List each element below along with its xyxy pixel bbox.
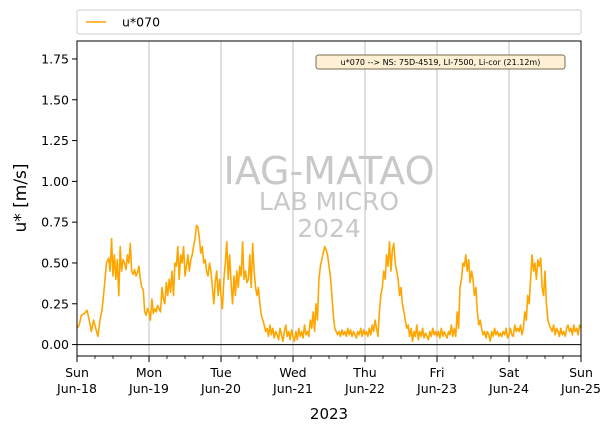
x-tick-weekday-5: Fri — [430, 365, 445, 380]
legend-box — [76, 9, 582, 35]
x-tick-weekday-1: Mon — [136, 365, 162, 380]
x-tick-date-6: Jun-24 — [488, 381, 529, 396]
x-tick-weekday-3: Wed — [279, 365, 306, 380]
vertical-gridlines — [148, 41, 510, 356]
series-line-u070 — [76, 224, 582, 343]
y-tick-label-5: 1.25 — [41, 133, 69, 148]
x-axis-label: 2023 — [310, 405, 348, 423]
y-tick-label-3: 0.75 — [41, 215, 69, 230]
x-tick-date-3: Jun-21 — [272, 381, 313, 396]
annotation: u*070 --> NS: 75D-4519, LI-7500, Li-cor … — [315, 54, 566, 70]
y-tick-label-0: 0.00 — [41, 337, 69, 352]
x-tick-weekday-2: Tue — [209, 365, 232, 380]
x-tick-date-2: Jun-20 — [200, 381, 241, 396]
y-tick-label-1: 0.25 — [41, 296, 69, 311]
y-tick-label-7: 1.75 — [41, 51, 69, 66]
y-tick-label-2: 0.50 — [41, 255, 69, 270]
y-axis: 0.00 0.25 0.50 0.75 1.00 1.25 1.50 1.75 — [41, 51, 77, 352]
x-tick-weekday-0: Sun — [65, 365, 89, 380]
x-tick-date-7: Jun-25 — [560, 381, 601, 396]
watermark-line-3: 2024 — [297, 214, 361, 243]
x-tick-date-4: Jun-22 — [344, 381, 385, 396]
x-tick-date-0: Jun-18 — [56, 381, 97, 396]
x-tick-weekday-4: Thu — [352, 365, 376, 380]
legend-label-u070: u*070 — [122, 15, 160, 30]
y-tick-label-4: 1.00 — [41, 174, 69, 189]
x-tick-weekday-6: Sat — [499, 365, 520, 380]
x-tick-date-5: Jun-23 — [416, 381, 457, 396]
y-tick-label-6: 1.50 — [41, 92, 69, 107]
watermark-line-2: LAB MICRO — [259, 187, 399, 216]
annotation-text: u*070 --> NS: 75D-4519, LI-7500, Li-cor … — [341, 58, 541, 67]
annotation-box — [315, 54, 566, 70]
y-axis-label: u* [m/s] — [11, 163, 31, 232]
watermark-line-1: IAG-MATAO — [223, 149, 434, 193]
x-tick-weekday-7: Sun — [569, 365, 593, 380]
legend: u*070 — [76, 9, 582, 35]
watermark: IAG-MATAO LAB MICRO 2024 — [223, 149, 434, 243]
x-axis: SunJun-18MonJun-19TueJun-20WedJun-21ThuJ… — [56, 356, 601, 396]
x-tick-date-1: Jun-19 — [128, 381, 169, 396]
